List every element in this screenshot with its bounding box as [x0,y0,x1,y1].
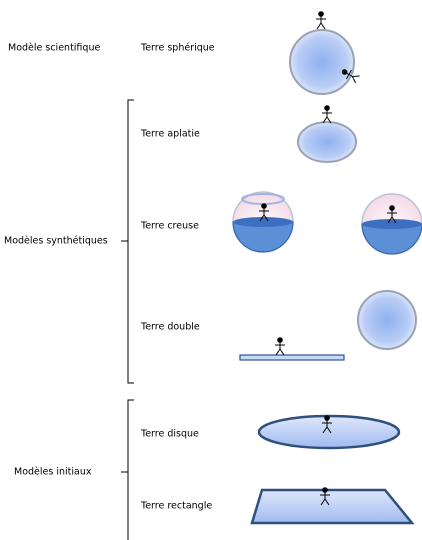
sphere [357,290,417,350]
hollow-sphere [361,193,422,255]
hollow-sphere [232,191,294,253]
stick-figure [274,337,286,356]
bracket [121,99,134,384]
disc [257,414,401,450]
item-label: Terre sphérique [140,43,215,54]
group-label: Modèles initiaux [14,467,92,478]
stick-figure [315,11,327,30]
item-label: Terre rectangle [140,501,212,512]
flattened-sphere [297,121,357,163]
group-label: Modèle scientifique [8,43,100,54]
item-label: Terre disque [140,429,199,440]
bracket [121,399,134,540]
group-label: Modèles synthétiques [4,236,108,247]
flat-earth [239,354,345,361]
rectangle [250,488,415,525]
item-label: Terre creuse [140,221,199,232]
sphere [289,29,355,95]
item-label: Terre double [140,322,200,333]
item-label: Terre aplatie [140,129,200,140]
stick-figure [321,105,333,124]
